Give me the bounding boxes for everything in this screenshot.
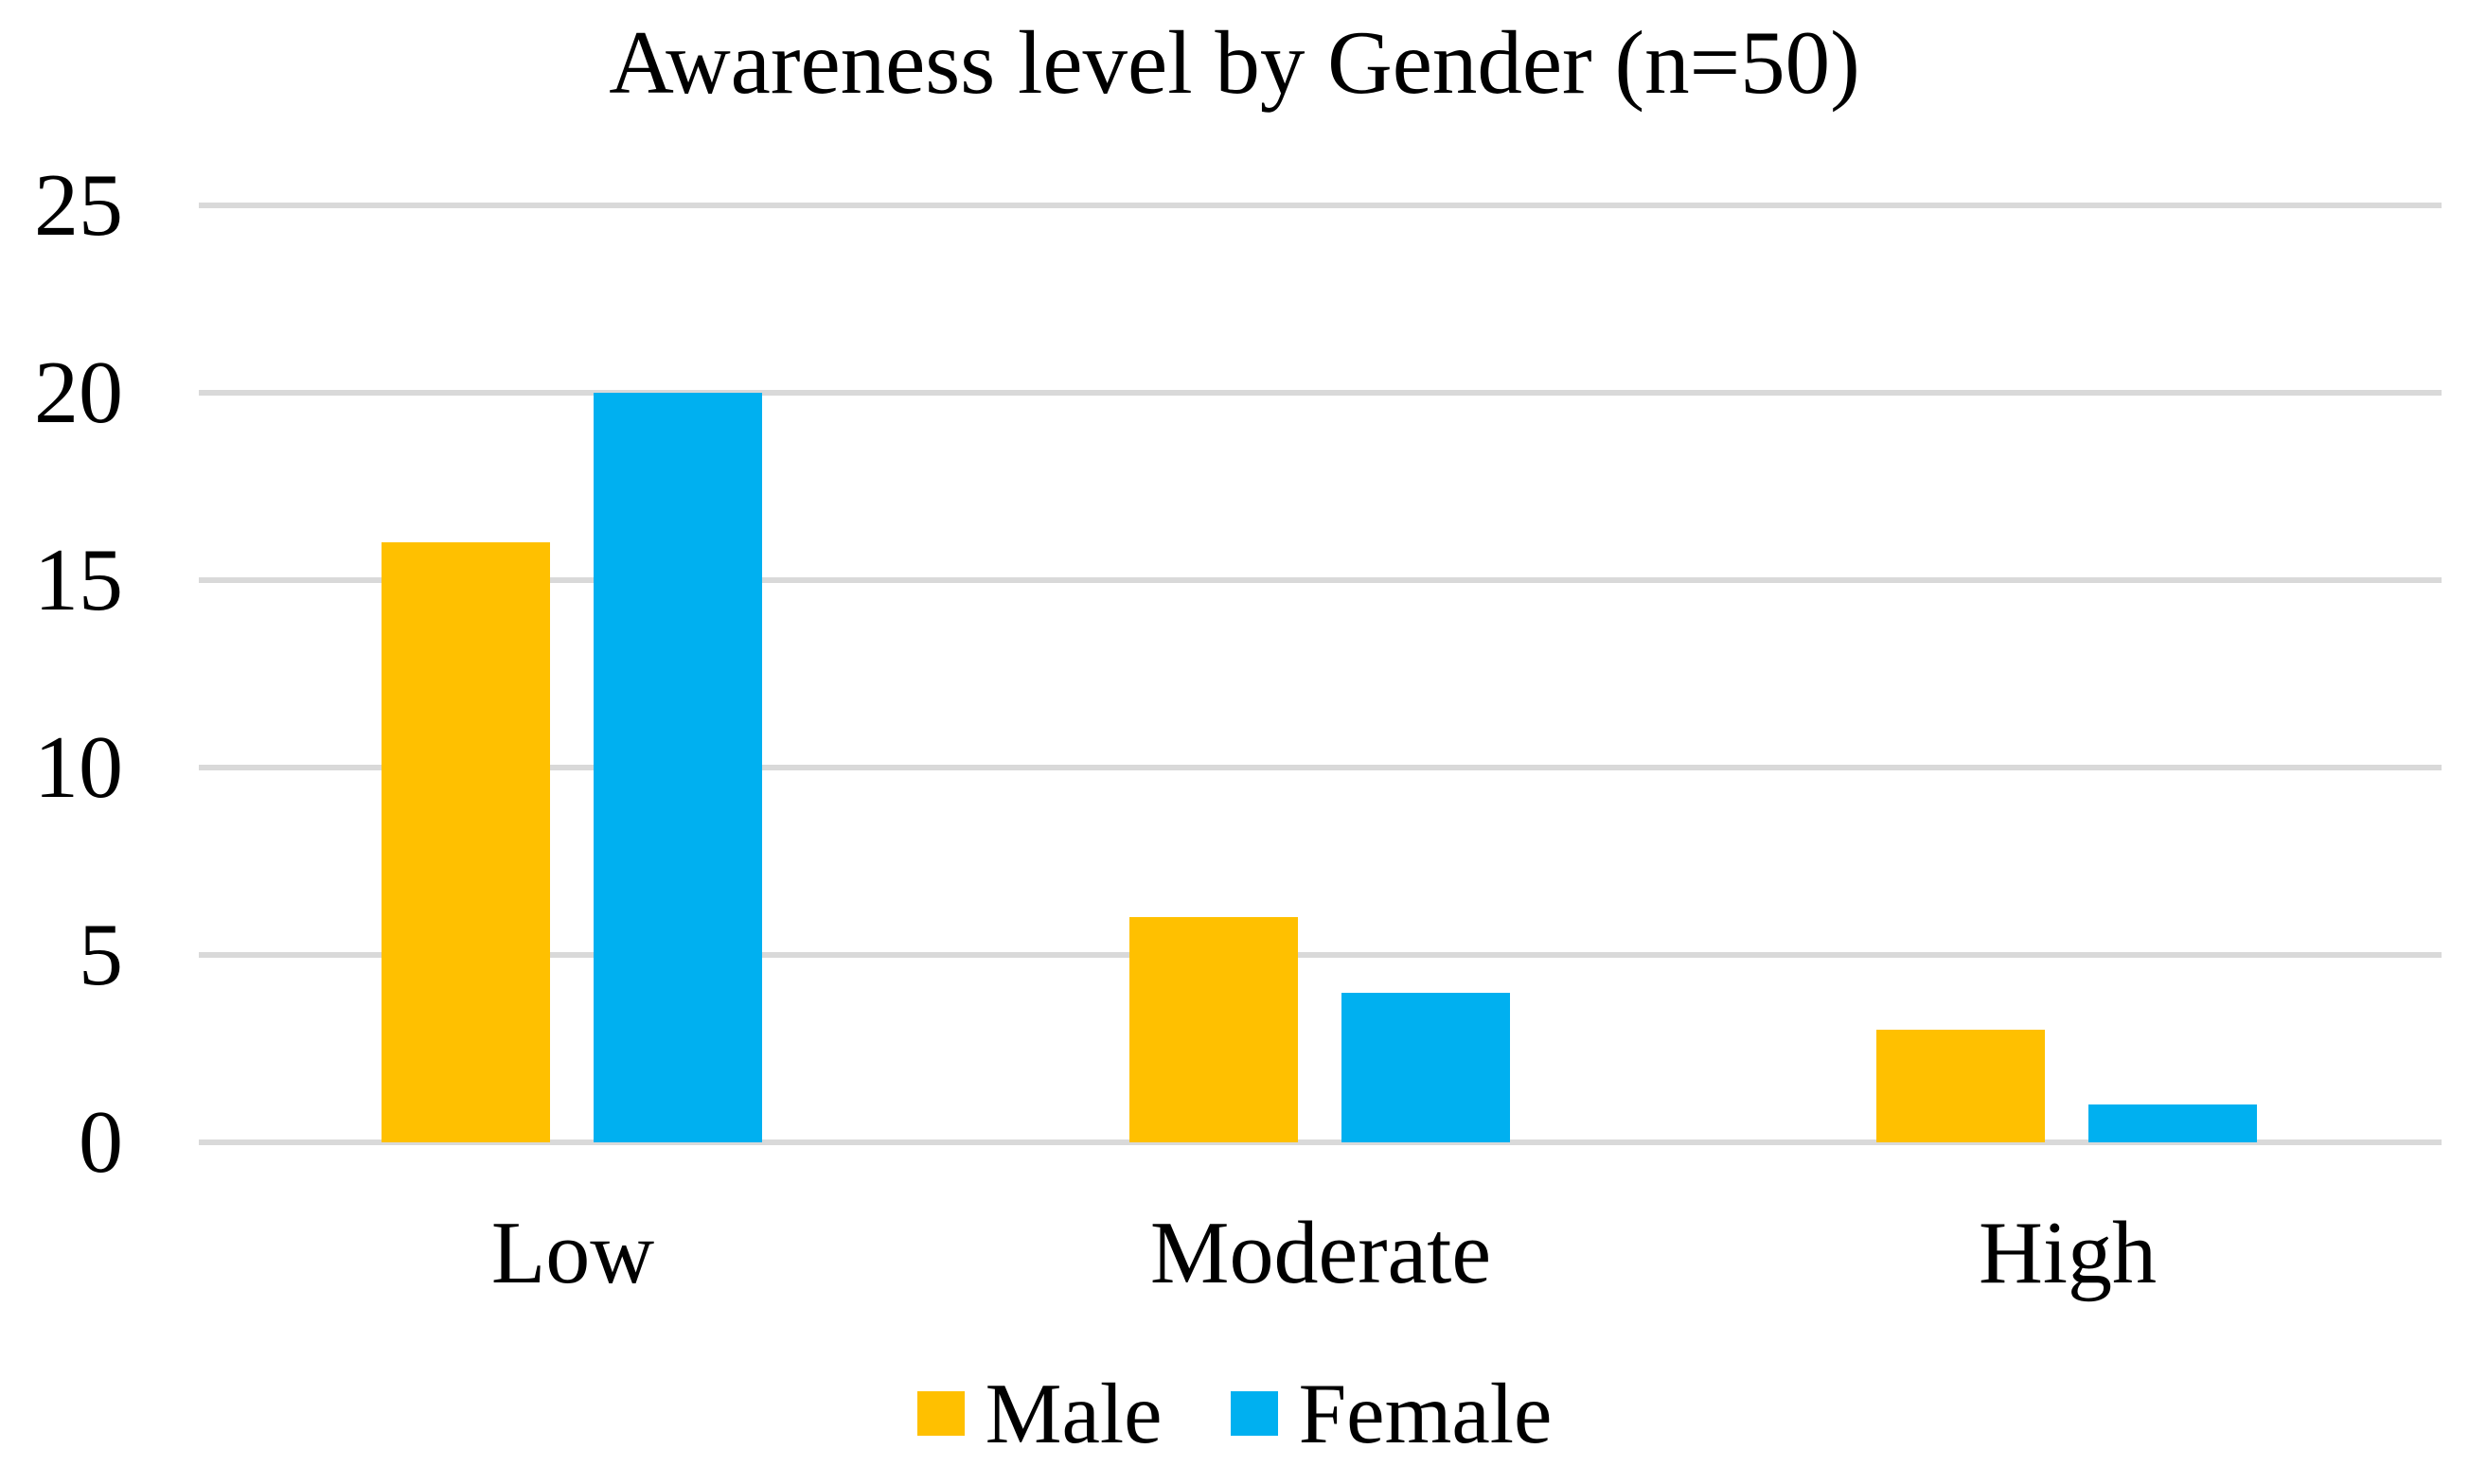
bar-female-high: [2088, 1104, 2257, 1142]
bar-male-low: [382, 542, 550, 1142]
y-tick-label: 0: [79, 1093, 123, 1192]
y-tick-label: 10: [34, 718, 123, 817]
y-tick-label: 20: [34, 344, 123, 442]
x-category-label-moderate: Moderate: [1149, 1204, 1492, 1302]
y-tick-label: 5: [79, 906, 123, 1004]
legend-item-female: Female: [1230, 1365, 1553, 1461]
legend-swatch-female: [1230, 1390, 1278, 1436]
legend-label-female: Female: [1298, 1365, 1553, 1461]
x-category-label-low: Low: [490, 1204, 655, 1302]
legend-swatch-male: [916, 1390, 965, 1436]
legend-item-male: Male: [916, 1365, 1163, 1461]
gridline-y-25: [199, 203, 2442, 208]
y-tick-label: 15: [34, 531, 123, 629]
bar-male-high: [1876, 1030, 2045, 1142]
bar-female-low: [594, 393, 762, 1142]
legend-label-male: Male: [985, 1365, 1163, 1461]
y-tick-label: 25: [34, 156, 123, 255]
gridline-y-5: [199, 952, 2442, 958]
gridline-y-10: [199, 765, 2442, 770]
bar-female-moderate: [1341, 993, 1510, 1142]
x-category-label-high: High: [1979, 1204, 2157, 1302]
legend: Male Female: [0, 1366, 2469, 1460]
chart-title: Awareness level by Gender (n=50): [609, 12, 1860, 113]
bar-male-moderate: [1129, 917, 1298, 1142]
gridline-y-15: [199, 577, 2442, 583]
gridline-y-20: [199, 390, 2442, 396]
gridline-y-0: [199, 1140, 2442, 1145]
